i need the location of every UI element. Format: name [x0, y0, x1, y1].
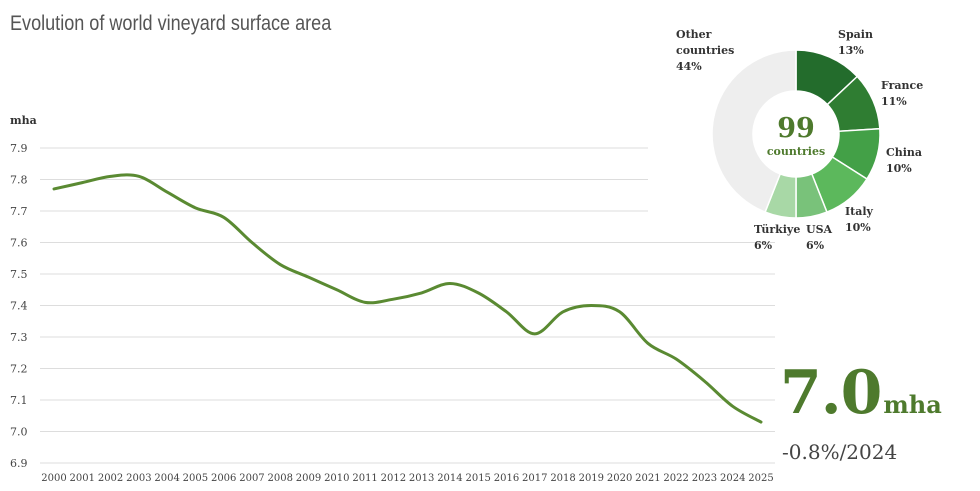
slice-label: USA — [806, 223, 833, 236]
slice-label: Spain — [838, 28, 873, 41]
x-tick-label: 2023 — [692, 473, 717, 484]
x-tick-label: 2013 — [409, 473, 434, 484]
x-tick-label: 2010 — [324, 473, 349, 484]
y-tick-label: 7.3 — [10, 331, 28, 344]
y-tick-label: 7.2 — [10, 363, 28, 376]
x-tick-label: 2024 — [720, 473, 745, 484]
y-tick-label: 7.1 — [10, 394, 28, 407]
y-tick-label: 7.0 — [10, 426, 28, 439]
slice-value: 10% — [886, 162, 912, 175]
donut-slice — [711, 49, 797, 214]
slice-label: Türkiye — [754, 223, 800, 236]
x-tick-label: 2021 — [635, 473, 660, 484]
x-tick-label: 2007 — [239, 473, 264, 484]
y-tick-label: 7.7 — [10, 205, 28, 218]
x-tick-label: 2001 — [70, 473, 95, 484]
chart-title: Evolution of world vineyard surface area — [10, 12, 332, 35]
headline-change: -0.8%/2024 — [782, 440, 898, 464]
slice-value: 6% — [806, 239, 825, 252]
x-tick-label: 2025 — [748, 473, 773, 484]
headline-value: 7.0 — [780, 358, 882, 428]
x-tick-label: 2020 — [607, 473, 632, 484]
y-tick-label: 7.5 — [10, 268, 28, 281]
x-tick-label: 2002 — [98, 473, 123, 484]
y-axis-label: mha — [10, 114, 37, 127]
slice-label: Italy — [845, 205, 874, 218]
y-axis-ticks: 6.9 7.0 7.1 7.2 7.3 7.4 7.5 7.6 7.7 7.8 7.9 — [10, 142, 28, 470]
slice-value: 11% — [881, 95, 907, 108]
x-tick-label: 2011 — [352, 473, 377, 484]
x-tick-label: 2022 — [663, 473, 688, 484]
slice-label: countries — [676, 44, 734, 57]
x-tick-label: 2008 — [268, 473, 293, 484]
x-tick-label: 2006 — [211, 473, 236, 484]
x-tick-label: 2016 — [494, 473, 519, 484]
headline-value-block: 7.0mha — [780, 358, 942, 428]
x-tick-label: 2018 — [550, 473, 575, 484]
slice-value: 10% — [845, 221, 871, 234]
slice-value: 44% — [676, 60, 702, 73]
x-tick-label: 2017 — [522, 473, 547, 484]
y-tick-label: 7.4 — [10, 300, 28, 313]
x-tick-label: 2004 — [154, 473, 179, 484]
headline-unit: mha — [883, 390, 942, 419]
x-axis-ticks: 2000 2001 2002 2003 2004 2005 2006 2007 2008 2009… — [41, 473, 773, 484]
y-tick-label: 7.9 — [10, 142, 28, 155]
x-tick-label: 2015 — [465, 473, 490, 484]
x-tick-label: 2019 — [579, 473, 604, 484]
donut-center-value: 99 — [777, 113, 815, 144]
series-line — [52, 173, 763, 424]
y-tick-label: 7.6 — [10, 237, 28, 250]
x-tick-label: 2003 — [126, 473, 151, 484]
y-tick-label: 7.8 — [10, 174, 28, 187]
x-tick-label: 2000 — [41, 473, 66, 484]
slice-label: France — [881, 79, 923, 92]
donut-chart: Spain 13% France 11% China 10% Italy 10% USA 6% Tü… — [676, 28, 923, 252]
y-tick-label: 6.9 — [10, 457, 28, 470]
x-tick-label: 2005 — [183, 473, 208, 484]
x-tick-label: 2009 — [296, 473, 321, 484]
x-tick-label: 2012 — [381, 473, 406, 484]
x-tick-label: 2014 — [437, 473, 462, 484]
slice-value: 6% — [754, 239, 773, 252]
slice-label: China — [886, 146, 922, 159]
slice-label: Other — [676, 28, 712, 41]
grid-lines — [40, 147, 775, 464]
donut-center-label: countries — [767, 145, 825, 158]
slice-value: 13% — [838, 44, 864, 57]
